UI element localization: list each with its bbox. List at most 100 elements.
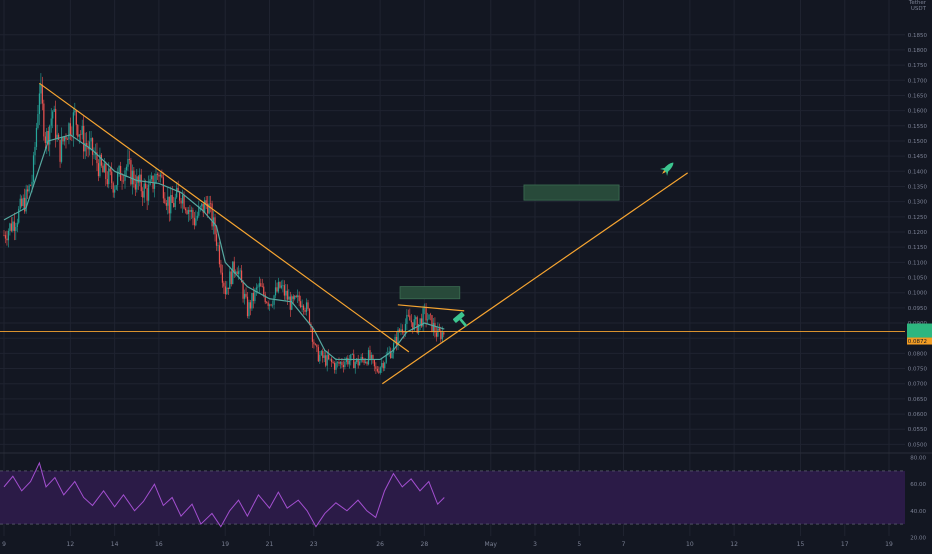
candle-body (204, 200, 206, 213)
candle-body (236, 271, 238, 275)
time-axis[interactable]: 9 12 14 16 19 21 23 26 28 May 3 5 7 10 12 15 17 19 (2, 541, 893, 548)
candle-body (326, 354, 328, 366)
candle-body (294, 295, 296, 299)
candle-body (60, 136, 63, 162)
candle-body (373, 359, 376, 367)
candle-body (102, 165, 104, 173)
candle-body (108, 168, 110, 185)
rsi-tick-label: 40.00 (910, 509, 926, 515)
candle-body (117, 172, 119, 186)
candle-body (136, 176, 138, 190)
time-tick-label: 7 (622, 541, 626, 548)
candle-body (105, 163, 107, 180)
candle-body (335, 362, 337, 370)
candle-body (381, 363, 383, 368)
candle-body (302, 305, 305, 310)
price-tick-label: 0.0800 (908, 351, 928, 357)
candle-body (181, 194, 184, 204)
time-tick-label: 10 (686, 541, 694, 548)
hammer-head (453, 311, 465, 323)
candle-body (320, 350, 322, 355)
price-tick-label: 0.1000 (908, 291, 928, 297)
candle-body (158, 174, 160, 177)
candle-body (21, 198, 23, 207)
candle-body (351, 354, 353, 355)
candle-body (207, 203, 209, 214)
candle-body (195, 218, 197, 226)
candle-body (6, 238, 8, 241)
candle-body (55, 108, 57, 140)
candle-body (390, 351, 392, 359)
candle-body (291, 296, 293, 310)
candle-body (347, 358, 349, 365)
candle-body (353, 354, 355, 369)
candle-body (391, 352, 393, 359)
candle-body (81, 125, 83, 135)
price-tick-label: 0.1800 (908, 48, 928, 54)
candle-body (186, 210, 188, 214)
price-tick-label: 0.0950 (908, 306, 928, 312)
candle-body (367, 350, 370, 365)
rocket-body (663, 162, 674, 173)
candle-body (28, 185, 30, 192)
candle-body (375, 366, 377, 369)
candle-body (285, 290, 287, 296)
trendline (39, 82, 410, 353)
time-tick-label: 9 (2, 541, 6, 548)
price-tick-label: 0.1400 (908, 169, 928, 175)
candle-body (243, 293, 246, 299)
candle-body (304, 309, 306, 312)
candle-body (133, 170, 135, 185)
candle-body (286, 290, 288, 300)
candle-body (205, 200, 207, 204)
candle-body (32, 155, 35, 182)
candle-body (29, 185, 32, 187)
candle-body (273, 295, 275, 305)
candle-body (316, 344, 318, 348)
candle-body (344, 361, 346, 368)
candle-body (269, 304, 271, 306)
candle-body (210, 203, 212, 205)
price-tick-label: 0.1650 (908, 93, 928, 99)
candle-body (429, 314, 432, 316)
price-tick-label: 0.1700 (908, 78, 928, 84)
price-tick-label: 0.1850 (908, 33, 928, 39)
candle-body (428, 314, 430, 320)
time-tick-label: 17 (841, 541, 849, 548)
candle-body (170, 195, 172, 214)
candle-body (47, 130, 49, 145)
symbol-label: Tether (908, 0, 927, 6)
candle-body (65, 136, 67, 140)
candle-body (295, 295, 297, 298)
candle-body (338, 361, 340, 364)
time-tick-label: 5 (577, 541, 581, 548)
candle-body (388, 351, 390, 354)
candle-body (122, 180, 125, 182)
candle-body (91, 138, 94, 155)
candle-body (9, 223, 11, 231)
candle-body (97, 163, 100, 177)
price-axis[interactable]: 0.1850 0.1800 0.1750 0.1700 0.1650 0.1600 0.15… (907, 33, 932, 542)
time-tick-label: 12 (730, 541, 738, 548)
hammer-icon (453, 311, 468, 327)
candle-body (78, 134, 80, 137)
candle-body (274, 287, 277, 296)
time-tick-label: May (485, 541, 498, 548)
candle-body (12, 221, 14, 231)
candle-body (143, 183, 145, 198)
axis-header: Tether USDT (908, 0, 927, 12)
candle-body (379, 367, 381, 373)
candle-body (179, 192, 181, 201)
trendlines[interactable] (0, 82, 905, 385)
candle-body (52, 111, 54, 119)
candle-body (305, 302, 308, 312)
price-tick-label: 0.1350 (908, 184, 928, 190)
trendline (381, 172, 689, 385)
price-tick-label: 0.0750 (908, 367, 928, 373)
candle-body (13, 221, 15, 231)
candle-body (370, 355, 373, 359)
chart-icons (453, 162, 674, 327)
